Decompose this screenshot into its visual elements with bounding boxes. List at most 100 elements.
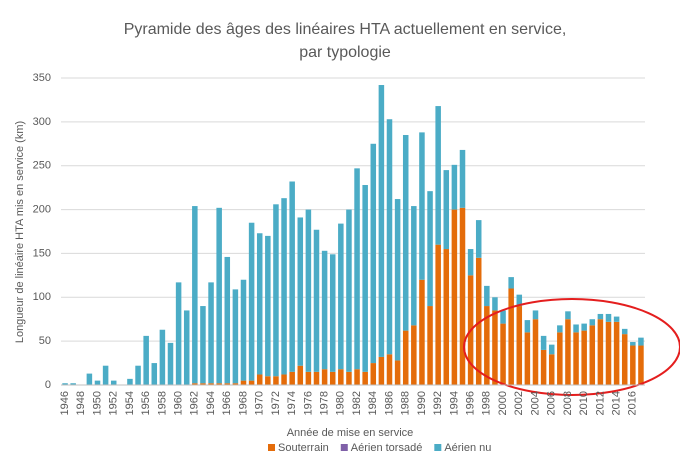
x-tick-label: 1996 bbox=[465, 391, 477, 415]
bar-segment bbox=[159, 329, 166, 385]
bar-segment bbox=[313, 229, 320, 372]
bar-segment bbox=[419, 279, 425, 385]
x-tick-label: 1976 bbox=[302, 391, 314, 415]
bar-segment bbox=[613, 321, 620, 385]
chart-title: par typologie bbox=[299, 44, 391, 61]
bar-segment bbox=[402, 330, 409, 385]
bar-segment bbox=[524, 332, 531, 385]
x-tick-label: 1988 bbox=[400, 391, 412, 415]
bar-segment bbox=[427, 306, 433, 385]
bar-segment bbox=[281, 374, 287, 385]
bar-segment bbox=[459, 207, 466, 385]
bar-segment bbox=[151, 363, 158, 385]
bar-segment bbox=[394, 199, 401, 361]
bar-segment bbox=[451, 164, 458, 210]
bar-segment bbox=[329, 254, 336, 372]
bar-segment bbox=[224, 256, 231, 384]
y-tick-label: 100 bbox=[33, 291, 51, 303]
bar-segment bbox=[94, 380, 101, 385]
bar-segment bbox=[362, 185, 368, 372]
bar-segment bbox=[256, 374, 263, 385]
bar-segment bbox=[313, 371, 320, 385]
bar-segment bbox=[62, 383, 68, 385]
y-tick-label: 200 bbox=[33, 203, 51, 215]
legend-label: Aérien nu bbox=[444, 442, 491, 454]
bar-segment bbox=[224, 383, 231, 385]
y-axis-label: Longueur de linéaire HTA mis en service … bbox=[14, 121, 26, 343]
bar-segment bbox=[321, 250, 328, 370]
x-tick-label: 1952 bbox=[108, 391, 120, 415]
bar-segment bbox=[548, 344, 555, 355]
bar-segment bbox=[500, 310, 506, 324]
bar-segment bbox=[297, 365, 304, 385]
bar-segment bbox=[216, 383, 222, 385]
bar-segment bbox=[273, 204, 279, 377]
x-tick-label: 1948 bbox=[75, 391, 87, 415]
bar-segment bbox=[305, 209, 312, 372]
bar-segment bbox=[581, 330, 587, 385]
x-tick-label: 2014 bbox=[611, 391, 623, 415]
bar-segment bbox=[516, 294, 523, 307]
bar-segment bbox=[621, 328, 628, 335]
x-tick-label: 1962 bbox=[189, 391, 201, 415]
bar-segment bbox=[378, 356, 385, 385]
y-tick-label: 0 bbox=[45, 379, 51, 391]
bar-segment bbox=[589, 319, 596, 326]
bar-segment bbox=[102, 365, 109, 385]
bar-segment bbox=[338, 223, 344, 370]
bar-segment bbox=[548, 354, 555, 385]
bar-segment bbox=[346, 371, 352, 385]
bar-segment bbox=[581, 323, 587, 331]
bar-segment bbox=[354, 369, 360, 385]
x-tick-label: 1978 bbox=[319, 391, 331, 415]
bar-segment bbox=[605, 313, 612, 322]
highlight-ellipse bbox=[463, 298, 680, 396]
bar-segment bbox=[492, 297, 498, 311]
bar-segment bbox=[557, 325, 563, 333]
bar-segment bbox=[232, 289, 239, 384]
y-tick-label: 150 bbox=[33, 247, 51, 259]
x-tick-label: 1960 bbox=[173, 391, 185, 415]
x-tick-label: 1980 bbox=[335, 391, 347, 415]
bar-segment bbox=[297, 217, 304, 366]
bar-segment bbox=[411, 206, 417, 326]
bar-segment bbox=[484, 285, 490, 307]
bar-segment bbox=[338, 369, 344, 385]
x-tick-label: 2012 bbox=[594, 391, 606, 415]
bar-segment bbox=[346, 209, 352, 372]
bar-segment bbox=[305, 371, 312, 385]
bar-segment bbox=[208, 383, 214, 385]
x-tick-label: 2004 bbox=[529, 391, 541, 415]
bar-segment bbox=[386, 119, 393, 355]
legend-swatch bbox=[340, 444, 348, 451]
bar-segment bbox=[216, 207, 222, 384]
bar-segment bbox=[329, 371, 336, 385]
bar-segment bbox=[127, 378, 133, 385]
bar-segment bbox=[143, 335, 149, 385]
x-tick-label: 1968 bbox=[237, 391, 249, 415]
x-tick-label: 1966 bbox=[221, 391, 233, 415]
bar-segment bbox=[265, 376, 271, 385]
bar-segment bbox=[613, 316, 620, 322]
bar-segment bbox=[516, 306, 523, 385]
x-axis-label: Année de mise en service bbox=[287, 427, 414, 439]
y-tick-label: 50 bbox=[39, 335, 51, 347]
bar-segment bbox=[289, 181, 295, 372]
chart-title: Pyramide des âges des linéaires HTA actu… bbox=[124, 21, 567, 38]
bar-segment bbox=[443, 170, 450, 250]
bar-segment bbox=[467, 249, 474, 276]
bar-segment bbox=[508, 288, 514, 385]
bar-segment bbox=[394, 360, 401, 385]
bar-segment bbox=[265, 235, 271, 377]
bar-segment bbox=[435, 244, 441, 385]
bar-segment bbox=[484, 306, 490, 385]
bar-segment bbox=[540, 349, 547, 385]
bar-segment bbox=[589, 325, 596, 385]
bar-segment bbox=[638, 345, 644, 385]
bar-segment bbox=[419, 132, 425, 280]
bar-segment bbox=[532, 319, 539, 385]
x-tick-label: 1986 bbox=[383, 391, 395, 415]
y-tick-label: 300 bbox=[33, 116, 51, 128]
bar-segment bbox=[597, 313, 604, 320]
